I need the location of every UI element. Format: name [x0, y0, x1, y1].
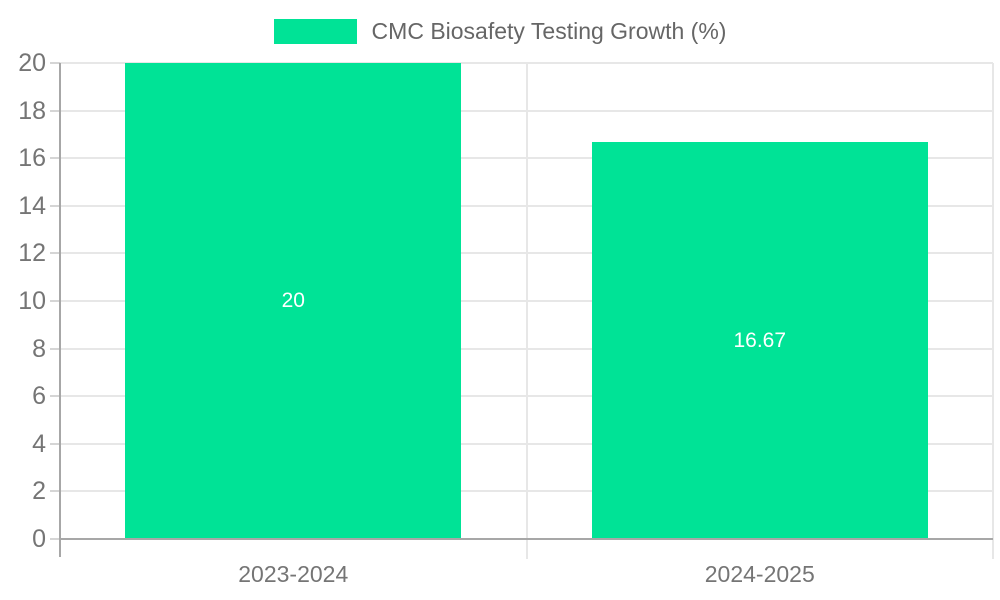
- y-axis-tick: [50, 109, 60, 112]
- bar-value-label: 16.67: [733, 328, 787, 352]
- y-gridline: [60, 442, 993, 445]
- y-axis-line: [59, 63, 61, 557]
- y-axis-tick-label: 0: [32, 525, 46, 553]
- y-gridline: [60, 252, 993, 255]
- y-axis-tick: [50, 395, 60, 398]
- y-gridline: [60, 204, 993, 207]
- y-gridline: [60, 62, 993, 64]
- y-axis-tick: [50, 490, 60, 493]
- bar[interactable]: [591, 142, 928, 539]
- legend[interactable]: CMC Biosafety Testing Growth (%): [0, 18, 1000, 44]
- y-gridline: [60, 300, 993, 302]
- y-axis-tick-label: 14: [18, 191, 46, 220]
- bar[interactable]: [125, 63, 462, 539]
- y-axis-tick-label: 10: [18, 287, 46, 315]
- y-axis-tick-label: 18: [18, 96, 46, 125]
- y-axis-tick: [50, 204, 60, 207]
- y-axis-tick: [50, 157, 60, 160]
- x-axis-line: [60, 538, 993, 540]
- category-boundary-gridline: [525, 63, 528, 559]
- y-axis-tick: [50, 62, 60, 64]
- x-axis-tick-label: 2024-2025: [704, 561, 815, 587]
- y-axis-tick: [50, 347, 60, 350]
- y-gridline: [60, 347, 993, 350]
- y-axis-tick-label: 16: [18, 144, 46, 173]
- category-boundary-gridline: [992, 63, 994, 559]
- y-axis-tick: [50, 252, 60, 255]
- y-axis-tick-label: 20: [18, 49, 46, 77]
- y-axis-tick: [50, 538, 60, 540]
- y-axis-tick-label: 8: [32, 334, 46, 363]
- y-axis-tick: [50, 442, 60, 445]
- y-gridline: [60, 490, 993, 493]
- y-gridline: [60, 157, 993, 160]
- y-gridline: [60, 395, 993, 398]
- x-axis-tick-label: 2023-2024: [238, 561, 349, 587]
- legend-label: CMC Biosafety Testing Growth (%): [371, 18, 727, 44]
- y-axis-tick-label: 12: [18, 239, 46, 268]
- y-axis-tick-label: 2: [32, 477, 46, 506]
- legend-swatch-icon: [273, 19, 357, 44]
- bar-value-label: 20: [281, 289, 305, 312]
- y-axis-tick-label: 4: [32, 429, 46, 458]
- y-axis-tick: [50, 300, 60, 302]
- y-gridline: [60, 109, 993, 112]
- y-axis-tick-label: 6: [32, 382, 46, 411]
